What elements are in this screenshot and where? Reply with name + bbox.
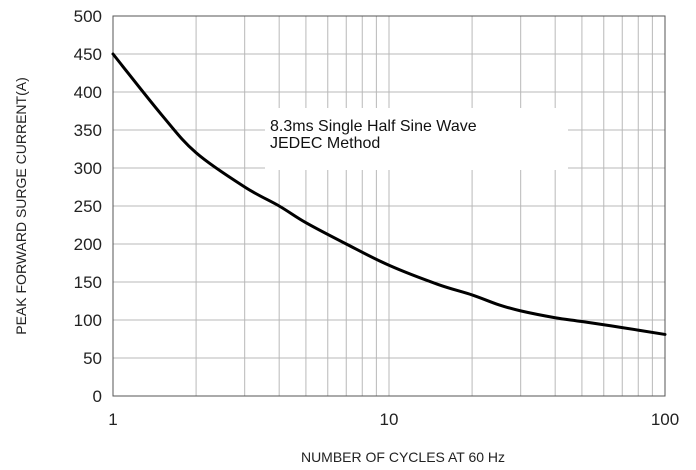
y-tick-label: 200 bbox=[74, 235, 102, 254]
annotation-background bbox=[265, 108, 568, 170]
y-tick-label: 100 bbox=[74, 311, 102, 330]
x-tick-label: 10 bbox=[380, 410, 399, 429]
annotation-line-2: JEDEC Method bbox=[270, 135, 380, 152]
x-tick-labels: 1 10 100 bbox=[108, 410, 679, 429]
y-tick-label: 150 bbox=[74, 273, 102, 292]
y-tick-label: 350 bbox=[74, 121, 102, 140]
y-tick-label: 300 bbox=[74, 159, 102, 178]
y-tick-label: 0 bbox=[93, 387, 102, 406]
y-tick-labels: 0 50 100 150 200 250 300 350 400 450 500 bbox=[74, 7, 102, 406]
y-axis-title: PEAK FORWARD SURGE CURRENT(A) bbox=[13, 77, 29, 334]
x-axis-title: NUMBER OF CYCLES AT 60 Hz bbox=[301, 449, 505, 465]
surge-current-curve bbox=[111, 52, 667, 336]
grid-lines bbox=[113, 16, 665, 396]
y-tick-label: 450 bbox=[74, 45, 102, 64]
y-tick-label: 50 bbox=[83, 349, 102, 368]
y-tick-label: 250 bbox=[74, 197, 102, 216]
plot-frame bbox=[112, 15, 666, 397]
y-tick-label: 500 bbox=[74, 7, 102, 26]
annotation-line-1: 8.3ms Single Half Sine Wave bbox=[270, 118, 477, 135]
x-tick-label: 1 bbox=[108, 410, 117, 429]
y-tick-label: 400 bbox=[74, 83, 102, 102]
x-tick-label: 100 bbox=[651, 410, 679, 429]
